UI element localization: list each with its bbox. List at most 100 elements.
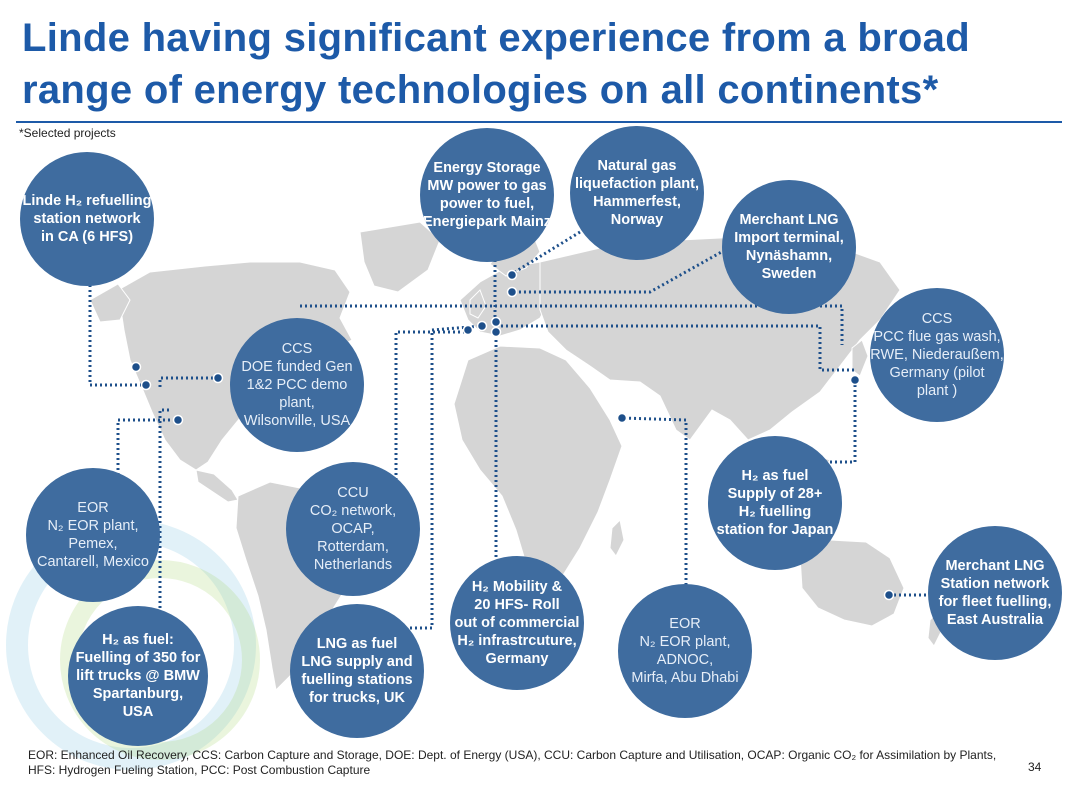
leader-forklifts <box>158 408 172 628</box>
circle-line: LNG as fuel <box>316 636 398 652</box>
circle-line: H₂ as fuel: <box>102 632 174 648</box>
circle-h2-mobility-germany: H₂ Mobility & 20 HFS- Roll out of commerci… <box>450 556 584 690</box>
circle-line: CCS <box>921 311 953 327</box>
circle-line: Natural gas <box>597 158 677 174</box>
page-title: Linde having significant experience from… <box>22 12 1062 116</box>
circle-line: CCS <box>281 341 313 357</box>
leader-europe-to-japan <box>300 304 844 345</box>
circle-ccs-germany-text: CCS PCC flue gas wash, RWE, Niederaußem, Ge… <box>870 310 1004 400</box>
circle-lng-fuel-uk-text: LNG as fuel LNG supply and fuelling statio… <box>301 635 412 707</box>
japan-shape <box>851 339 869 377</box>
circle-line: for trucks, UK <box>309 690 405 706</box>
leader-ccu <box>394 330 468 490</box>
title-line-1: Linde having significant experience from… <box>22 16 970 60</box>
circle-line: Wilsonville, USA <box>243 413 351 429</box>
circle-line: Energiepark Mainz <box>422 214 552 230</box>
marker-mainz <box>490 316 502 328</box>
circle-line: East Australia <box>946 612 1044 628</box>
circle-line: LNG supply and <box>301 654 413 670</box>
circle-line: Pemex, <box>68 536 118 552</box>
marker-wilsonville <box>140 379 152 391</box>
circle-line: Germany (pilot <box>889 365 985 381</box>
circle-ccs-germany: CCS PCC flue gas wash, RWE, Niederaußem, Ge… <box>870 288 1004 422</box>
circle-line: Rotterdam, <box>317 539 389 555</box>
circle-line: CO₂ network, <box>309 503 397 519</box>
marker-uk <box>462 324 474 336</box>
circle-line: out of commercial <box>454 615 580 631</box>
circle-line: Supply of 28+ <box>727 486 823 502</box>
marker-spartanburg <box>212 372 224 384</box>
alaska-shape <box>89 283 131 323</box>
circle-line: MW power to gas <box>427 178 547 194</box>
leader-lines <box>88 230 932 630</box>
circle-line: OCAP, <box>331 521 375 537</box>
circle-line: H₂ Mobility & <box>471 579 563 595</box>
circle-line: liquefaction plant, <box>574 176 700 192</box>
africa-shape <box>453 345 623 593</box>
circle-ccs-usa: CCS DOE funded Gen 1&2 PCC demo plant, Wilso… <box>230 318 364 452</box>
australia-shape <box>799 539 905 627</box>
circle-line: N₂ EOR plant, <box>47 518 139 534</box>
circle-line: power to fuel, <box>439 196 535 212</box>
circle-line: in CA (6 HFS) <box>40 229 134 245</box>
circle-line: EOR <box>77 500 109 516</box>
circle-line: CCU <box>337 485 369 501</box>
circle-line: Import terminal, <box>734 230 844 246</box>
circle-line: H₂ fuelling <box>738 504 812 520</box>
marker-nynashamn <box>506 286 518 298</box>
circle-line: plant, <box>279 395 315 411</box>
circle-h2-fuel-japan-text: H₂ as fuel Supply of 28+ H₂ fuelling statio… <box>717 467 834 539</box>
circle-h2-mobility-germany-text: H₂ Mobility & 20 HFS- Roll out of commerci… <box>455 578 580 668</box>
circle-h2-refuelling-ca: Linde H₂ refuelling station network in CA … <box>20 152 154 286</box>
circle-line: Cantarell, Mexico <box>36 554 149 570</box>
circle-line: DOE funded Gen <box>241 359 353 375</box>
circle-h2-forklifts-usa: H₂ as fuel: Fuelling of 350 for lift truck… <box>68 606 208 746</box>
circle-line: ADNOC, <box>656 652 714 668</box>
circle-eor-abu-dhabi: EOR N₂ EOR plant, ADNOC, Mirfa, Abu Dhabi <box>618 584 752 718</box>
leader-eor-abu <box>621 416 688 590</box>
title-line-2: range of energy technologies on all cont… <box>22 68 939 112</box>
leader-ccs-usa <box>158 376 218 390</box>
footer-abbreviations: EOR: Enhanced Oil Recovery, CCS: Carbon … <box>28 748 997 777</box>
circle-line: Energy Storage <box>433 160 541 176</box>
circle-natural-gas: Natural gas liquefaction plant, Hammerfest… <box>570 126 704 260</box>
circle-energy-storage-text: Energy Storage MW power to gas power to fu… <box>423 159 551 231</box>
circle-line: Nynäshamn, <box>745 248 833 264</box>
marker-east-australia <box>883 589 895 601</box>
marker-niederaussem <box>490 326 502 338</box>
circle-ccs-usa-text: CCS DOE funded Gen 1&2 PCC demo plant, Wilso… <box>241 340 352 430</box>
leader-h2-ca <box>88 285 146 387</box>
marker-mexico <box>172 414 184 426</box>
circle-eor-mexico-text: EOR N₂ EOR plant, Pemex, Cantarell, Mexico <box>37 499 149 571</box>
leader-japan <box>800 380 857 464</box>
circle-lng-fuel-uk: LNG as fuel LNG supply and fuelling statio… <box>290 604 424 738</box>
marker-california <box>130 361 142 373</box>
leader-ccs-germany <box>496 324 855 372</box>
circle-line: N₂ EOR plant, <box>639 634 731 650</box>
circle-line: H₂ as fuel <box>741 468 809 484</box>
circle-line: EOR <box>669 616 701 632</box>
circle-merchant-lng-australia: Merchant LNG Station network for fleet fue… <box>928 526 1062 660</box>
circle-line: RWE, Niederaußem, <box>870 347 1004 363</box>
madagascar-shape <box>609 518 625 557</box>
greenland-shape <box>359 221 441 293</box>
circle-line: Station network <box>940 576 1050 592</box>
leader-lng-sweden <box>512 248 726 294</box>
circle-ccu-netherlands: CCU CO₂ network, OCAP, Rotterdam, Netherland… <box>286 462 420 596</box>
circle-line: USA <box>122 704 154 720</box>
circle-line: Netherlands <box>313 557 393 573</box>
marker-abu-dhabi <box>616 412 628 424</box>
circle-line: station network <box>33 211 141 227</box>
circle-line: Spartanburg, <box>92 686 184 702</box>
circle-natural-gas-text: Natural gas liquefaction plant, Hammerfest… <box>575 157 699 229</box>
selected-projects-note: *Selected projects <box>19 126 116 140</box>
circle-line: fuelling stations <box>301 672 413 688</box>
circle-eor-mexico: EOR N₂ EOR plant, Pemex, Cantarell, Mexico <box>26 468 160 602</box>
circle-eor-abu-dhabi-text: EOR N₂ EOR plant, ADNOC, Mirfa, Abu Dhabi <box>631 615 738 687</box>
circle-line: Sweden <box>761 266 817 282</box>
circle-energy-storage: Energy Storage MW power to gas power to fu… <box>420 128 554 262</box>
circle-line: lift trucks @ BMW <box>76 668 200 684</box>
circle-merchant-lng-australia-text: Merchant LNG Station network for fleet fue… <box>939 557 1052 629</box>
page-number: 34 <box>1028 760 1042 774</box>
circle-line: 20 HFS- Roll <box>474 597 560 613</box>
